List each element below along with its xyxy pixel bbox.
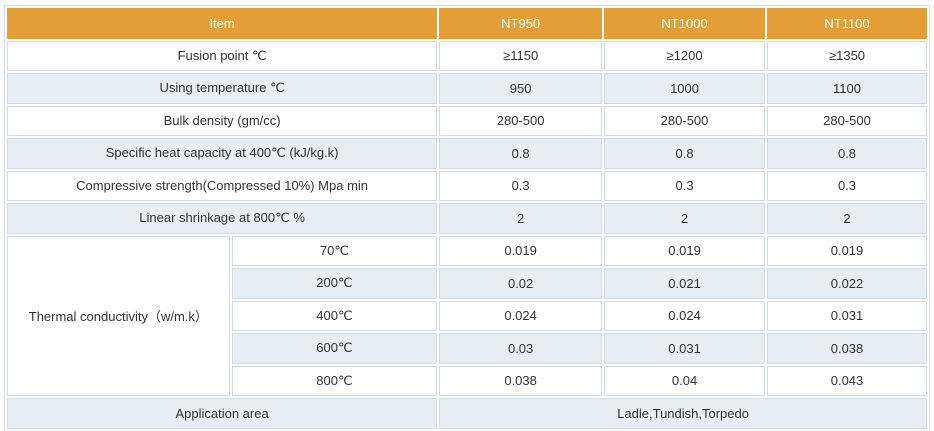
row-label: Thermal conductivity（w/m.k） xyxy=(7,235,230,396)
table-cell: 0.02 xyxy=(439,268,603,299)
row-label: Using temperature ℃ xyxy=(7,73,438,104)
page: Item NT950 NT1000 NT1100 Fusion point ℃ ≥1150… xyxy=(4,5,930,431)
table-row: Item NT950 NT1000 NT1100 xyxy=(7,8,927,39)
table-cell: 2 xyxy=(604,203,766,234)
table-cell: 0.3 xyxy=(439,170,603,201)
header-cell: NT1000 xyxy=(604,8,766,39)
table-cell: 280-500 xyxy=(439,105,603,136)
table-row: 400℃ 0.024 0.024 0.031 xyxy=(7,300,927,331)
temp-label: 200℃ xyxy=(231,268,438,299)
table-row: Compressive strength(Compressed 10%) Mpa… xyxy=(7,170,927,201)
table-cell: 0.8 xyxy=(604,138,766,169)
table-cell: ≥1350 xyxy=(767,40,927,71)
table-cell: 0.3 xyxy=(604,170,766,201)
table-row: 600℃ 0.03 0.031 0.038 xyxy=(7,333,927,364)
table-cell: 0.019 xyxy=(767,235,927,266)
table-row: Using temperature ℃ 950 1000 1100 xyxy=(7,73,927,104)
table-row: 800℃ 0.038 0.04 0.043 xyxy=(7,365,927,396)
row-label: Specific heat capacity at 400℃ (kJ/kg.k) xyxy=(7,138,438,169)
table-cell: 0.038 xyxy=(767,333,927,364)
table-cell: 1100 xyxy=(767,73,927,104)
table-cell: 0.024 xyxy=(604,300,766,331)
row-label: Application area xyxy=(7,398,438,429)
table-cell: 950 xyxy=(439,73,603,104)
table-cell: 0.019 xyxy=(439,235,603,266)
table-cell: 0.019 xyxy=(604,235,766,266)
temp-label: 70℃ xyxy=(231,235,438,266)
table-row: Thermal conductivity（w/m.k） 70℃ 0.019 0.019… xyxy=(7,235,927,396)
table-cell: 0.8 xyxy=(767,138,927,169)
table-cell: 1000 xyxy=(604,73,766,104)
table-cell: 0.031 xyxy=(604,333,766,364)
table-row: 200℃ 0.02 0.021 0.022 xyxy=(7,268,927,299)
row-label: Fusion point ℃ xyxy=(7,40,438,71)
table-cell: 0.043 xyxy=(767,365,927,396)
table-row: Specific heat capacity at 400℃ (kJ/kg.k)… xyxy=(7,138,927,169)
table-cell: 280-500 xyxy=(604,105,766,136)
spec-table: Item NT950 NT1000 NT1100 Fusion point ℃ ≥1150… xyxy=(4,5,930,431)
table-row: Bulk density (gm/cc) 280-500 280-500 280-50… xyxy=(7,105,927,136)
row-label: Compressive strength(Compressed 10%) Mpa… xyxy=(7,170,438,201)
header-cell: NT950 xyxy=(439,8,603,39)
row-label: Bulk density (gm/cc) xyxy=(7,105,438,136)
header-cell: Item xyxy=(7,8,438,39)
table-row: Application area Ladle,Tundish,Torpedo xyxy=(7,398,927,429)
table-cell: 0.031 xyxy=(767,300,927,331)
table-cell: 0.8 xyxy=(439,138,603,169)
table-cell: 0.038 xyxy=(439,365,603,396)
table-cell: 0.03 xyxy=(439,333,603,364)
table-cell: 2 xyxy=(767,203,927,234)
table-cell: ≥1200 xyxy=(604,40,766,71)
table-cell: 280-500 xyxy=(767,105,927,136)
table-row: Linear shrinkage at 800℃ % 2 2 2 xyxy=(7,203,927,234)
temp-label: 800℃ xyxy=(231,365,438,396)
table-cell: 0.3 xyxy=(767,170,927,201)
header-cell: NT1100 xyxy=(767,8,927,39)
table-cell: 2 xyxy=(439,203,603,234)
table-cell: 0.04 xyxy=(604,365,766,396)
table-cell: Ladle,Tundish,Torpedo xyxy=(439,398,927,429)
table-cell: 0.022 xyxy=(767,268,927,299)
table-row: Fusion point ℃ ≥1150 ≥1200 ≥1350 xyxy=(7,40,927,71)
table-cell: 0.024 xyxy=(439,300,603,331)
table-cell: 0.021 xyxy=(604,268,766,299)
temp-label: 600℃ xyxy=(231,333,438,364)
row-label: Linear shrinkage at 800℃ % xyxy=(7,203,438,234)
temp-label: 400℃ xyxy=(231,300,438,331)
table-cell: ≥1150 xyxy=(439,40,603,71)
